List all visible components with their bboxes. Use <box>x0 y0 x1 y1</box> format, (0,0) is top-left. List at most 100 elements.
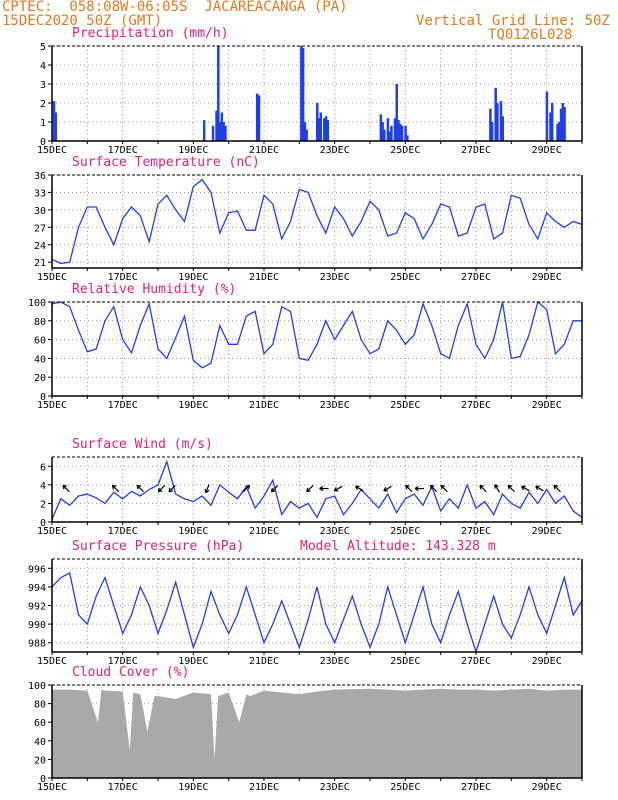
x-tick-label: 23DEC <box>320 272 350 283</box>
precip-bar <box>317 118 321 141</box>
wind-arrow <box>553 484 561 493</box>
series-line-2 <box>51 300 582 369</box>
wind-arrow-head <box>62 485 65 490</box>
x-tick-label: 17DEC <box>108 526 138 537</box>
wind-arrow-head <box>429 485 432 490</box>
wind-arrow-head <box>158 490 163 493</box>
x-tick-label: 23DEC <box>320 400 350 411</box>
wind-arrow <box>429 484 438 493</box>
header-run-id: TQ0126L028 <box>488 27 573 43</box>
y-tick-label: 80 <box>34 317 46 328</box>
precip-bar <box>549 112 552 141</box>
precip-bar <box>303 122 307 141</box>
wind-arrow <box>440 484 448 493</box>
wind-arrow <box>479 484 487 493</box>
y-tick-label: 992 <box>28 602 46 613</box>
panel-title-2: Relative Humidity (%) <box>72 282 236 297</box>
wind-arrow-head <box>306 490 311 493</box>
precip-bar <box>559 108 563 141</box>
x-tick-label: 27DEC <box>461 145 491 156</box>
y-tick-label: 2 <box>40 499 46 510</box>
x-tick-label: 25DEC <box>390 272 420 283</box>
x-tick-label: 21DEC <box>249 526 279 537</box>
wind-arrow-head <box>168 490 173 493</box>
x-tick-label: 27DEC <box>461 272 491 283</box>
wind-arrow <box>136 484 144 493</box>
series-line-1 <box>51 178 583 265</box>
cloud-area <box>52 688 582 778</box>
wind-arrow <box>242 484 250 493</box>
wind-arrow-head <box>111 485 114 490</box>
precip-bar <box>397 120 400 141</box>
wind-arrow <box>507 484 515 493</box>
panel-title-0: Precipitation (mm/h) <box>72 26 229 41</box>
y-tick-label: 33 <box>34 188 46 199</box>
precip-bar <box>257 95 261 141</box>
wind-arrow-head <box>507 485 510 490</box>
y-tick-label: 21 <box>34 258 46 269</box>
y-tick-label: 36 <box>34 171 46 182</box>
wind-arrow <box>306 484 314 493</box>
y-tick-label: 1 <box>40 118 46 129</box>
wind-arrow <box>355 485 364 492</box>
y-tick-label: 40 <box>34 737 46 748</box>
x-tick-label: 21DEC <box>249 782 279 793</box>
y-tick-label: 20 <box>34 373 46 384</box>
wind-arrow <box>111 484 120 493</box>
precip-bar <box>390 125 393 141</box>
y-tick-label: 4 <box>40 61 46 72</box>
x-tick-label: 27DEC <box>461 656 491 667</box>
panel-title-3: Surface Wind (m/s) <box>72 437 213 452</box>
wind-arrow <box>157 484 166 493</box>
x-tick-label: 19DEC <box>178 272 208 283</box>
precip-bar <box>202 120 206 141</box>
y-tick-label: 30 <box>34 206 46 217</box>
x-tick-label: 25DEC <box>390 400 420 411</box>
wind-arrow-head <box>136 485 139 490</box>
x-tick-label: 17DEC <box>108 272 138 283</box>
precip-bar <box>211 125 215 141</box>
wind-arrow <box>270 484 279 493</box>
y-tick-label: 5 <box>40 42 46 53</box>
x-tick-label: 19DEC <box>178 782 208 793</box>
panel-annotation-4: Model Altitude: 143.328 m <box>300 539 496 554</box>
wind-arrow <box>62 484 70 493</box>
x-tick-label: 19DEC <box>178 526 208 537</box>
y-tick-label: 990 <box>28 620 46 631</box>
wind-arrow-head <box>479 485 482 490</box>
precip-bar <box>224 125 227 141</box>
x-tick-label: 29DEC <box>532 145 562 156</box>
panel-title-5: Cloud Cover (%) <box>72 665 189 680</box>
x-tick-label: 15DEC <box>37 526 67 537</box>
y-tick-label: 80 <box>34 700 46 711</box>
x-tick-label: 17DEC <box>108 145 138 156</box>
y-tick-label: 0 <box>40 774 46 785</box>
precip-bar <box>323 118 326 141</box>
x-tick-label: 27DEC <box>461 526 491 537</box>
x-tick-label: 15DEC <box>37 272 67 283</box>
x-tick-label: 29DEC <box>532 782 562 793</box>
precip-bar <box>563 106 566 141</box>
y-tick-label: 988 <box>28 639 46 650</box>
y-tick-label: 4 <box>40 481 46 492</box>
x-tick-label: 21DEC <box>249 656 279 667</box>
precip-bar <box>300 46 303 141</box>
panel-title-4: Surface Pressure (hPa) <box>72 539 244 554</box>
x-tick-label: 29DEC <box>532 272 562 283</box>
precip-bar <box>54 112 58 141</box>
precip-bar <box>217 46 220 141</box>
precip-bar <box>501 116 504 141</box>
precip-bar <box>545 91 549 141</box>
wind-arrow <box>205 484 210 494</box>
y-tick-label: 0 <box>40 518 46 529</box>
precip-bar <box>326 120 330 141</box>
x-tick-label: 25DEC <box>390 782 420 793</box>
x-tick-label: 25DEC <box>390 526 420 537</box>
x-tick-label: 27DEC <box>461 400 491 411</box>
x-tick-label: 23DEC <box>320 782 350 793</box>
panel-title-1: Surface Temperature (nC) <box>72 155 260 170</box>
y-tick-label: 27 <box>34 223 46 234</box>
precip-bar <box>489 108 492 141</box>
x-tick-label: 15DEC <box>37 782 67 793</box>
wind-arrow-head <box>319 488 324 492</box>
